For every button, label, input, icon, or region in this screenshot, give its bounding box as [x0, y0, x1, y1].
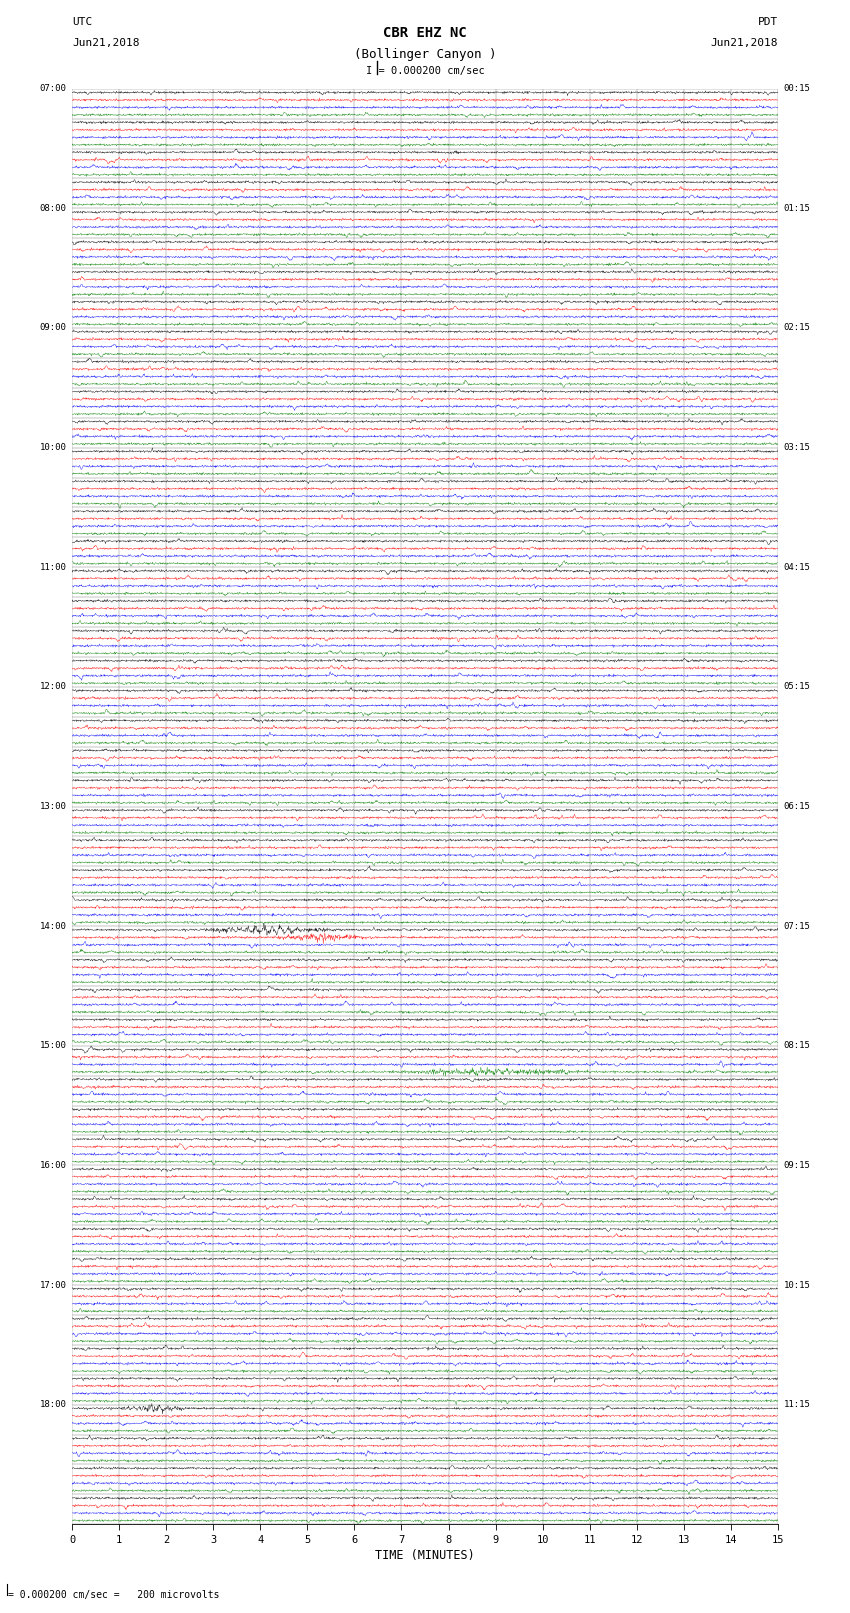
Text: 09:00: 09:00: [39, 324, 66, 332]
Text: 01:15: 01:15: [784, 203, 811, 213]
Text: UTC: UTC: [72, 18, 93, 27]
Text: 04:15: 04:15: [784, 563, 811, 571]
Text: 10:00: 10:00: [39, 444, 66, 452]
Text: 02:15: 02:15: [784, 324, 811, 332]
Text: 07:15: 07:15: [784, 921, 811, 931]
Text: 10:15: 10:15: [784, 1281, 811, 1289]
Text: 11:15: 11:15: [784, 1400, 811, 1410]
Text: 11:00: 11:00: [39, 563, 66, 571]
Text: = 0.000200 cm/sec =   200 microvolts: = 0.000200 cm/sec = 200 microvolts: [8, 1590, 220, 1600]
Text: 00:15: 00:15: [784, 84, 811, 94]
Text: 14:00: 14:00: [39, 921, 66, 931]
Text: 12:00: 12:00: [39, 682, 66, 692]
Text: 08:00: 08:00: [39, 203, 66, 213]
Text: 05:15: 05:15: [784, 682, 811, 692]
X-axis label: TIME (MINUTES): TIME (MINUTES): [375, 1548, 475, 1561]
Text: 16:00: 16:00: [39, 1161, 66, 1169]
Text: 09:15: 09:15: [784, 1161, 811, 1169]
Text: Jun21,2018: Jun21,2018: [711, 39, 778, 48]
Text: 07:00: 07:00: [39, 84, 66, 94]
Text: 15:00: 15:00: [39, 1042, 66, 1050]
Text: CBR EHZ NC: CBR EHZ NC: [383, 26, 467, 40]
Text: I = 0.000200 cm/sec: I = 0.000200 cm/sec: [366, 66, 484, 76]
Text: 06:15: 06:15: [784, 802, 811, 811]
Text: 18:00: 18:00: [39, 1400, 66, 1410]
Text: 17:00: 17:00: [39, 1281, 66, 1289]
Text: Jun21,2018: Jun21,2018: [72, 39, 139, 48]
Text: PDT: PDT: [757, 18, 778, 27]
Text: (Bollinger Canyon ): (Bollinger Canyon ): [354, 48, 496, 61]
Text: 03:15: 03:15: [784, 444, 811, 452]
Text: 13:00: 13:00: [39, 802, 66, 811]
Text: 08:15: 08:15: [784, 1042, 811, 1050]
